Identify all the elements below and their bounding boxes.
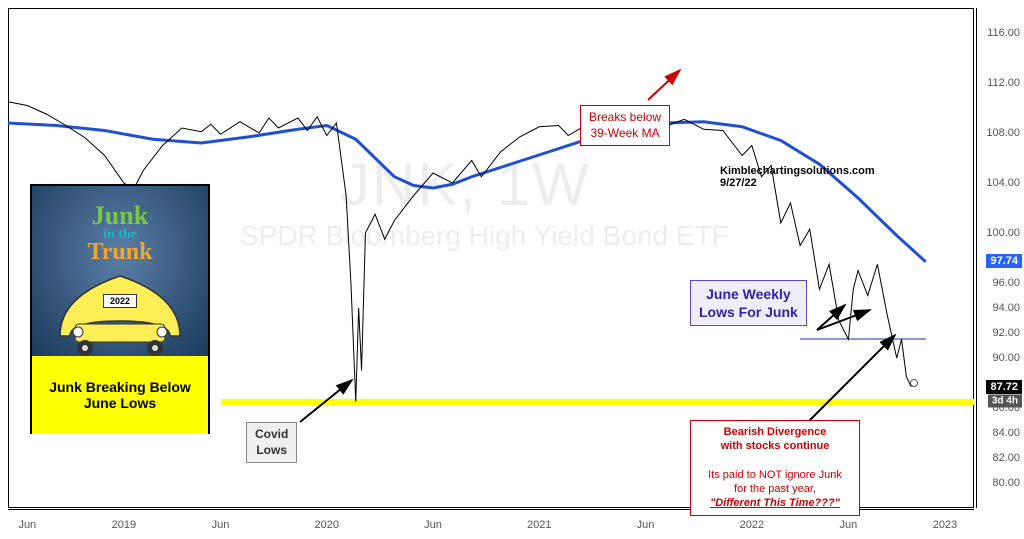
x-tick-label: 2020 <box>315 519 339 531</box>
covid-lows-callout: Covid Lows <box>246 422 297 463</box>
y-tick-label: 90.00 <box>992 352 1020 364</box>
covid-lows-support-line <box>221 399 974 405</box>
y-tick-label: 94.00 <box>992 302 1020 314</box>
source-name: Kimblechartingsolutions.com <box>720 165 875 177</box>
watermark-ticker: JNK, 1W <box>340 150 591 219</box>
y-tick-label: 100.00 <box>986 227 1020 239</box>
logo-text: Junk in the Trunk <box>88 204 153 264</box>
watermark-description: SPDR Bloomberg High Yield Bond ETF <box>240 220 729 252</box>
bearish-l4: for the past year, <box>734 483 816 495</box>
x-tick-label: 2021 <box>527 519 551 531</box>
june-lows-line1: June Weekly <box>706 286 791 302</box>
x-tick-label: 2022 <box>740 519 764 531</box>
x-tick-label: Jun <box>424 519 442 531</box>
y-tick-label: 92.00 <box>992 327 1020 339</box>
june-lows-callout: June Weekly Lows For Junk <box>690 280 807 326</box>
y-tick-label: 108.00 <box>986 127 1020 139</box>
x-tick-label: 2019 <box>112 519 136 531</box>
y-tick-label: 96.00 <box>992 277 1020 289</box>
x-tick-label: Jun <box>840 519 858 531</box>
car-trunk-graphic: 2022 <box>50 266 190 356</box>
x-tick-label: Jun <box>212 519 230 531</box>
last-price-marker <box>910 379 918 387</box>
breaks-below-line2: 39-Week MA <box>590 126 659 140</box>
license-plate: 2022 <box>103 294 137 308</box>
y-tick-label: 116.00 <box>987 27 1020 39</box>
ma-price-tag: 97.74 <box>986 254 1022 268</box>
logo-caption: Junk Breaking Below June Lows <box>32 356 208 434</box>
x-tick-label: Jun <box>18 519 36 531</box>
car-svg <box>50 266 190 356</box>
junk-in-trunk-logo: Junk in the Trunk 2022 Junk Breaking Bel… <box>30 184 210 434</box>
source-date: 9/27/22 <box>720 177 757 189</box>
logo-graphic: Junk in the Trunk 2022 <box>32 186 208 356</box>
bearish-l5: "Different This Time???" <box>710 497 840 509</box>
bearish-l2: with stocks continue <box>721 440 830 452</box>
x-tick-label: 2023 <box>933 519 957 531</box>
x-tick-label: Jun <box>637 519 655 531</box>
countdown-tag: 3d 4h <box>988 394 1022 407</box>
y-tick-label: 82.00 <box>992 452 1020 464</box>
bearish-l3: Its paid to NOT ignore Junk <box>708 469 842 481</box>
source-attribution: Kimblechartingsolutions.com 9/27/22 <box>720 165 875 189</box>
june-lows-support-line <box>800 338 926 340</box>
chart-container: JNK, 1W SPDR Bloomberg High Yield Bond E… <box>0 0 1024 539</box>
june-lows-line2: Lows For Junk <box>699 304 798 320</box>
bearish-divergence-callout: Bearish Divergence with stocks continue … <box>690 420 860 516</box>
bearish-l1: Bearish Divergence <box>724 426 827 438</box>
logo-word-trunk: Trunk <box>88 239 153 265</box>
y-tick-label: 80.00 <box>992 477 1020 489</box>
y-tick-label: 104.00 <box>986 177 1020 189</box>
y-tick-label: 112.00 <box>987 77 1020 89</box>
breaks-below-line1: Breaks below <box>589 110 661 124</box>
y-tick-label: 84.00 <box>992 427 1020 439</box>
breaks-below-callout: Breaks below 39-Week MA <box>580 105 670 146</box>
current-price-tag: 87.72 <box>986 380 1022 394</box>
logo-word-junk: Junk <box>92 201 148 230</box>
